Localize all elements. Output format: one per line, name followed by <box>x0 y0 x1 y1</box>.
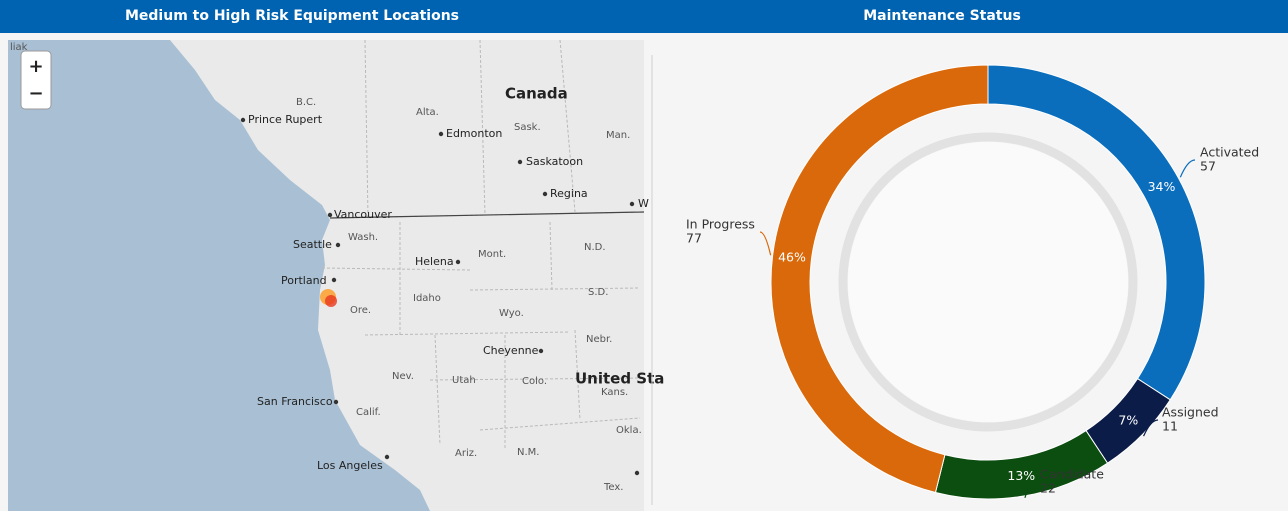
map-label: Helena <box>415 255 454 268</box>
map-label: Saskatoon <box>526 155 583 168</box>
map-label: Prince Rupert <box>248 113 323 126</box>
heat-spot[interactable] <box>325 295 337 307</box>
map-label: Man. <box>606 130 630 141</box>
map-label: Los Angeles <box>317 459 383 472</box>
map-label: Okla. <box>616 425 642 436</box>
map-label: Tex. <box>603 482 623 493</box>
leader-line <box>759 231 772 256</box>
map-label: Portland <box>281 274 327 287</box>
percent-label: 13% <box>1007 468 1035 483</box>
map-label: W <box>638 197 649 210</box>
panel-title: Medium to High Risk Equipment Locations <box>125 8 459 24</box>
map-label: Nev. <box>392 371 414 382</box>
map-label: Ore. <box>350 305 371 316</box>
city-dot <box>331 277 337 283</box>
map-label: B.C. <box>296 97 316 108</box>
value-label: 77 <box>686 231 702 246</box>
map-label: Calif. <box>356 407 381 418</box>
map-label: Wash. <box>348 232 378 243</box>
map-label: Mont. <box>478 249 506 260</box>
city-dot <box>455 259 461 265</box>
map-label: Vancouver <box>334 208 392 221</box>
map-label: Colo. <box>522 376 547 387</box>
city-dot <box>333 399 339 405</box>
city-dot <box>538 348 544 354</box>
map-label: Sask. <box>514 122 541 133</box>
map-label: Canada <box>505 85 568 103</box>
city-dot <box>517 159 523 165</box>
leader-line <box>1179 159 1196 178</box>
map-label: Alta. <box>416 107 439 118</box>
ocean <box>8 40 430 511</box>
category-label: Candidate <box>1040 467 1104 482</box>
zoom-out[interactable]: − <box>28 83 43 104</box>
city-dot <box>629 201 635 207</box>
map-label: N.M. <box>517 447 539 458</box>
value-label: 57 <box>1200 159 1216 174</box>
map-label: Wyo. <box>499 308 524 319</box>
value-label: 22 <box>1040 481 1056 496</box>
percent-label: 46% <box>778 249 806 264</box>
city-dot <box>335 242 341 248</box>
map-label: San Francisco <box>257 395 333 408</box>
map-label: Edmonton <box>446 127 502 140</box>
map-label: Nebr. <box>586 334 612 345</box>
map-label: N.D. <box>584 242 606 253</box>
city-dot <box>240 117 246 123</box>
inner-fill <box>848 142 1128 422</box>
map-label: Utah <box>452 375 476 386</box>
category-label: Activated <box>1200 145 1259 160</box>
map-label: Kans. <box>601 387 628 398</box>
leader-line <box>1143 419 1159 437</box>
value-label: 11 <box>1162 419 1178 434</box>
zoom-in[interactable]: + <box>28 56 43 77</box>
category-label: Assigned <box>1162 405 1219 420</box>
map-label: United Sta <box>575 370 664 388</box>
city-dot <box>327 212 333 218</box>
header-bar <box>0 0 1288 33</box>
national-border <box>329 211 645 219</box>
inner-ring <box>838 132 1138 432</box>
map-label: liak <box>10 42 28 53</box>
category-label: In Progress <box>686 217 755 232</box>
city-dot <box>634 470 640 476</box>
map-label: S.D. <box>588 287 608 298</box>
map-label: Idaho <box>413 293 441 304</box>
zoom-control <box>20 50 52 110</box>
map[interactable]: liak B.C. Prince Rupert Alta. Edmonton Canada… <box>8 39 664 511</box>
percent-label: 7% <box>1118 412 1138 427</box>
map-label: Regina <box>550 187 588 200</box>
city-dot <box>438 131 444 137</box>
city-dot <box>542 191 548 197</box>
donut-segment[interactable] <box>770 64 989 494</box>
percent-label: 34% <box>1148 179 1176 194</box>
city-dot <box>384 454 390 460</box>
leader-line <box>1024 481 1036 499</box>
map-label: Seattle <box>293 238 332 251</box>
map-label: Cheyenne <box>483 344 539 357</box>
panel-title: Maintenance Status <box>863 8 1021 24</box>
map-label: Ariz. <box>455 448 477 459</box>
